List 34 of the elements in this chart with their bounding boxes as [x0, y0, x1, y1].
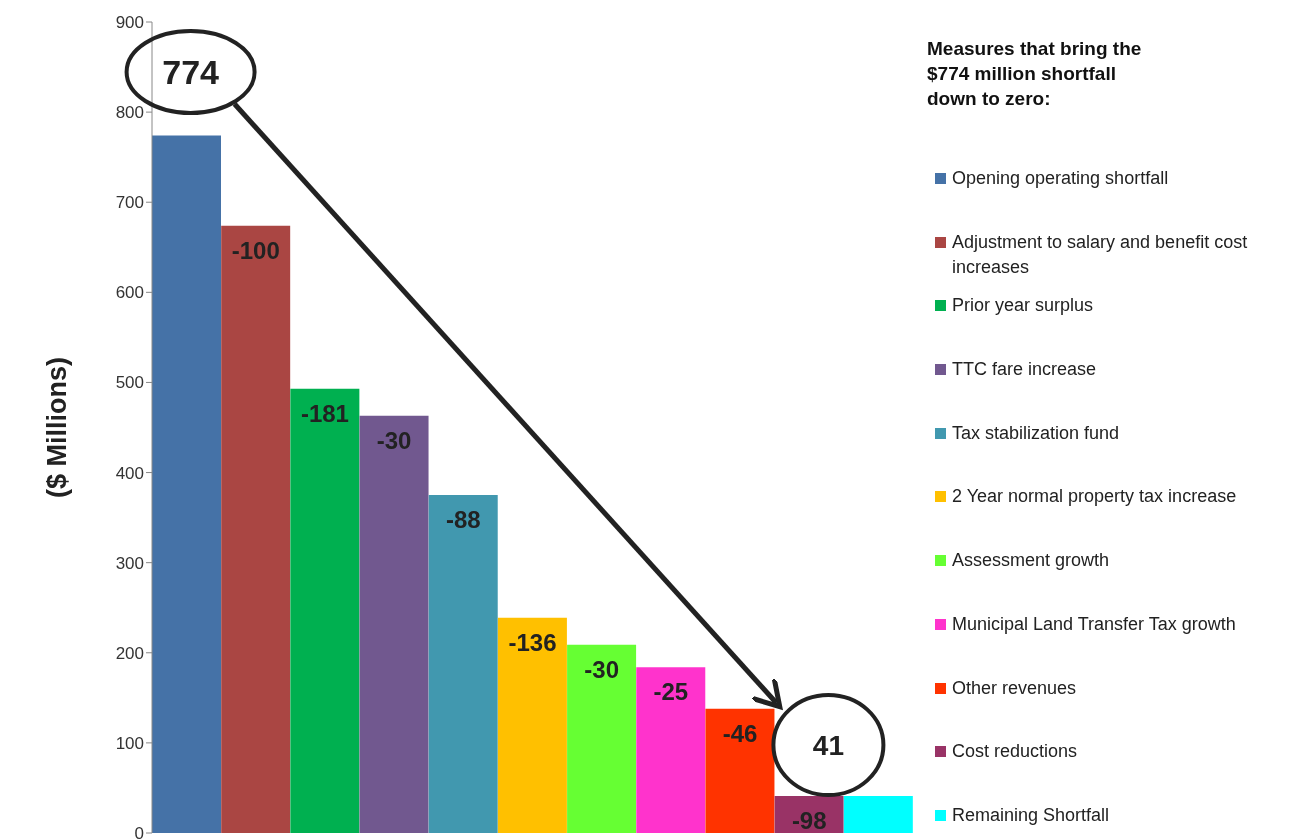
legend-title: Measures that bring the $774 million shortfall down to zero: [927, 37, 1143, 111]
annotation: 41 [812, 730, 844, 761]
legend-label: Tax stabilization fund [952, 421, 1121, 445]
y-tick-label: 600 [115, 283, 144, 303]
annotation: -30 [584, 655, 620, 683]
annotation: -25 [653, 678, 689, 706]
annotation: -136 [508, 628, 557, 656]
y-tick-label: 400 [115, 463, 144, 483]
annotation: 774 [162, 53, 220, 91]
legend-label: Other revenues [952, 676, 1078, 700]
legend-label: Adjustment to salary and benefit cost increases [952, 230, 1249, 279]
y-tick-label: 300 [115, 553, 144, 573]
legend-label: Prior year surplus [952, 294, 1095, 318]
y-tick-label: 800 [115, 103, 144, 123]
annotation: -181 [300, 399, 349, 427]
y-tick-label: 900 [115, 13, 144, 33]
y-tick-label: 200 [115, 643, 144, 663]
legend-label: Cost reductions [952, 740, 1079, 764]
legend-label: Municipal Land Transfer Tax growth [952, 612, 1237, 636]
legend-label: Assessment growth [952, 549, 1111, 573]
legend-label: TTC fare increase [952, 358, 1098, 382]
y-tick-label: 0 [134, 824, 144, 839]
legend-label: Remaining Shortfall [952, 803, 1111, 827]
annotation: -30 [376, 426, 412, 454]
annotation: -88 [445, 506, 481, 534]
annotation: -46 [722, 719, 758, 747]
legend-label: 2 Year normal property tax increase [952, 485, 1238, 509]
y-axis-title: ($ Millions) [41, 357, 72, 498]
y-tick-label: 100 [115, 733, 144, 753]
annotation: -100 [231, 236, 280, 264]
y-tick-label: 500 [115, 373, 144, 393]
annotation: -98 [791, 807, 827, 835]
y-tick-label: 700 [115, 193, 144, 213]
legend-label: Opening operating shortfall [952, 167, 1170, 190]
